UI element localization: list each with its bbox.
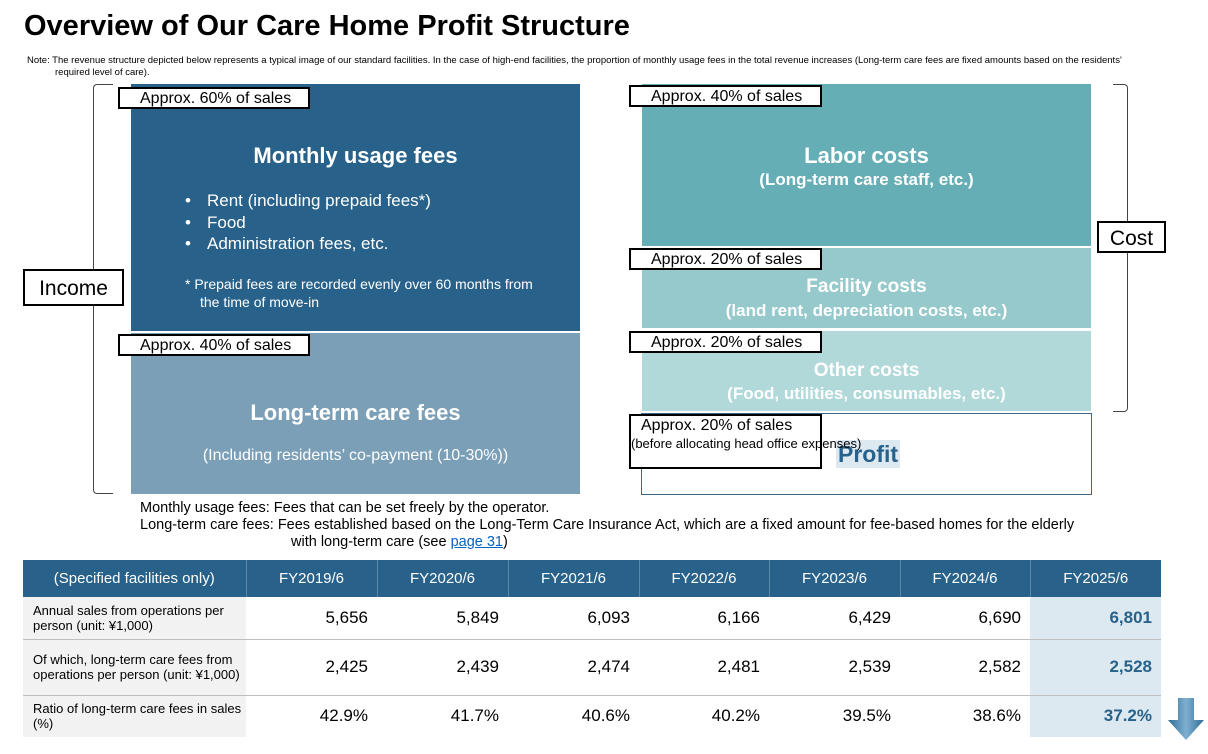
monthly-share-label: Approx. 60% of sales <box>118 87 310 109</box>
monthly-usage-fees-title: Monthly usage fees <box>253 143 458 168</box>
ltc-def-close: ) <box>502 534 508 550</box>
long-term-care-fees-subtitle: (Including residents’ co-payment (10-30%… <box>202 447 509 464</box>
table-header: FY2022/6 <box>639 560 770 597</box>
ltc-def-text: with long-term care (see <box>291 534 451 550</box>
facility-costs-subtitle: (land rent, depreciation costs, etc.) <box>725 301 1008 320</box>
labor-costs-block: Labor costs (Long-term care staff, etc.) <box>642 84 1091 246</box>
structure-note: Note: The revenue structure depicted bel… <box>27 55 1122 78</box>
prepaid-footnote: * Prepaid fees are recorded evenly over … <box>185 276 533 310</box>
ltc-fee-definition-cont: with long-term care (see page 31) <box>140 534 1074 551</box>
table-cell: 5,849 <box>377 597 508 640</box>
table-cell: 2,481 <box>639 639 769 696</box>
long-term-care-fees-title: Long-term care fees <box>250 400 461 425</box>
table-cell-highlight: 6,801 <box>1030 597 1161 640</box>
list-item: Administration fees, etc. <box>185 233 431 255</box>
row-label: Ratio of long-term care fees in sales (%… <box>23 695 246 737</box>
fee-definitions: Monthly usage fees: Fees that can be set… <box>140 500 1074 551</box>
table-header: (Specified facilities only) <box>23 560 247 597</box>
monthly-fee-definition: Monthly usage fees: Fees that can be set… <box>140 500 550 516</box>
cost-label: Cost <box>1097 221 1166 253</box>
table-cell: 39.5% <box>842 706 891 726</box>
profit-title: Profit <box>836 440 901 468</box>
table-cell: 2,474 <box>508 639 639 696</box>
table-cell-highlight: 2,528 <box>1030 639 1161 696</box>
row-label: Of which, long-term care fees from opera… <box>23 639 246 696</box>
ltc-share-label: Approx. 40% of sales <box>118 334 310 356</box>
table-cell: 6,166 <box>639 597 769 640</box>
profit-share-text: Approx. 20% of sales <box>641 417 793 434</box>
page-31-link[interactable]: page 31 <box>450 534 503 550</box>
table-cell: 2,425 <box>246 639 377 696</box>
table-header-row: (Specified facilities only) FY2019/6 FY2… <box>23 560 1161 597</box>
table-header: FY2025/6 <box>1030 560 1161 597</box>
table-header: FY2021/6 <box>508 560 640 597</box>
table-cell: 40.6% <box>581 706 630 726</box>
table-cell: 6,093 <box>508 597 639 640</box>
table-cell: 2,582 <box>900 639 1030 696</box>
row-label: Annual sales from operations per person … <box>23 597 246 640</box>
down-arrow-icon <box>1168 698 1204 740</box>
other-share-label: Approx. 20% of sales <box>629 331 822 353</box>
table-cell: 2,539 <box>769 639 900 696</box>
table-cell: 2,439 <box>377 639 508 696</box>
facility-costs-title: Facility costs <box>806 276 927 297</box>
table-cell: 5,656 <box>246 597 377 640</box>
profit-share-label: Approx. 20% of sales (before allocating … <box>629 414 862 469</box>
table-cell: 41.7% <box>450 706 499 726</box>
list-item: Food <box>185 212 431 234</box>
income-label: Income <box>23 269 124 306</box>
labor-costs-subtitle: (Long-term care staff, etc.) <box>759 170 974 189</box>
ltc-fee-definition: Long-term care fees: Fees established ba… <box>140 517 1075 533</box>
labor-costs-title: Labor costs <box>804 143 929 168</box>
labor-share-label: Approx. 40% of sales <box>629 85 822 107</box>
table-row: Of which, long-term care fees from opera… <box>23 639 1161 696</box>
monthly-usage-fees-list: Rent (including prepaid fees*) Food Admi… <box>185 190 431 255</box>
table-header: FY2019/6 <box>246 560 378 597</box>
table-header: FY2020/6 <box>377 560 509 597</box>
table-cell: 42.9% <box>319 706 368 726</box>
table-row: Annual sales from operations per person … <box>23 597 1161 640</box>
table-cell: 6,690 <box>900 597 1030 640</box>
table-cell: 40.2% <box>711 706 760 726</box>
table-cell: 38.6% <box>972 706 1021 726</box>
other-costs-title: Other costs <box>813 360 920 381</box>
monthly-usage-fees-block: Monthly usage fees Rent (including prepa… <box>131 84 580 331</box>
table-cell-highlight: 37.2% <box>1030 695 1161 737</box>
table-cell: 6,429 <box>769 597 900 640</box>
table-header: FY2024/6 <box>900 560 1031 597</box>
table-row: Ratio of long-term care fees in sales (%… <box>23 695 1161 737</box>
per-person-sales-table: (Specified facilities only) FY2019/6 FY2… <box>23 560 1161 737</box>
other-costs-subtitle: (Food, utilities, consumables, etc.) <box>727 384 1006 403</box>
profit-share-note: (before allocating head office expenses) <box>631 436 862 451</box>
page-title: Overview of Our Care Home Profit Structu… <box>24 10 630 42</box>
facility-share-label: Approx. 20% of sales <box>629 248 822 270</box>
list-item: Rent (including prepaid fees*) <box>185 190 431 212</box>
long-term-care-fees-block: Long-term care fees (Including residents… <box>131 333 580 494</box>
table-header: FY2023/6 <box>769 560 901 597</box>
